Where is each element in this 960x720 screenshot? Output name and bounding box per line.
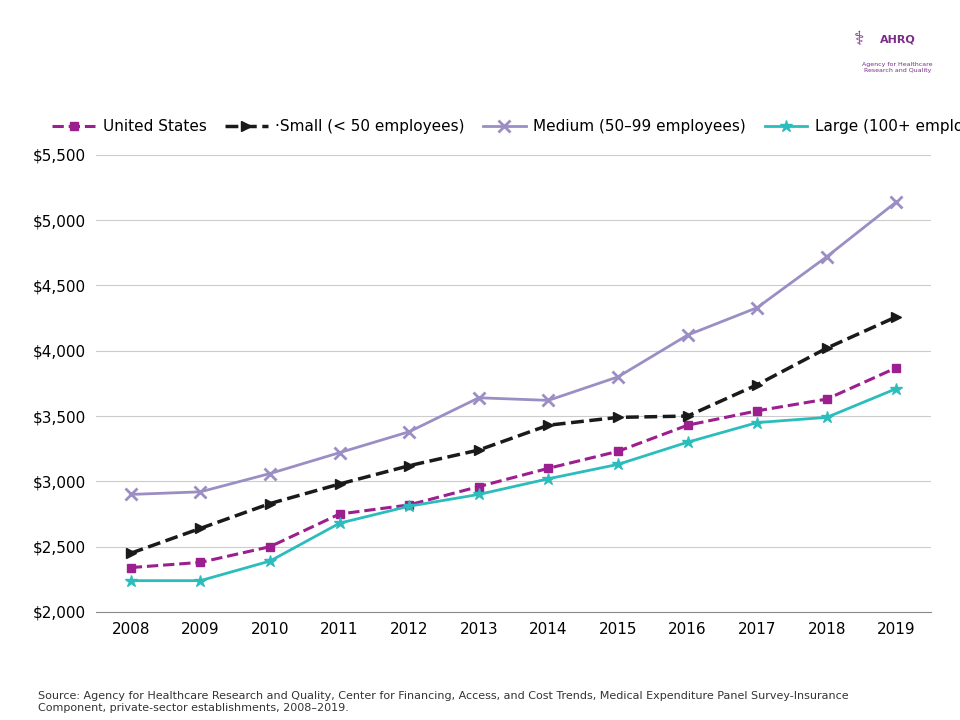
Text: ⚕: ⚕ <box>854 30 864 49</box>
Text: employee-plus-one  coverage,  overall  and  by  firm  size,  2008–2019: employee-plus-one coverage, overall and … <box>43 69 782 88</box>
Legend: United States, ·Small (< 50 employees), Medium (50–99 employees), Large (100+ em: United States, ·Small (< 50 employees), … <box>46 113 960 140</box>
Text: Figure 11. Average annual employee contribution (in dollars) for: Figure 11. Average annual employee contr… <box>70 27 756 46</box>
Text: Agency for Healthcare
Research and Quality: Agency for Healthcare Research and Quali… <box>862 63 933 73</box>
Ellipse shape <box>799 3 958 102</box>
Text: Source: Agency for Healthcare Research and Quality, Center for Financing, Access: Source: Agency for Healthcare Research a… <box>38 691 849 713</box>
Text: AHRQ: AHRQ <box>879 35 916 45</box>
